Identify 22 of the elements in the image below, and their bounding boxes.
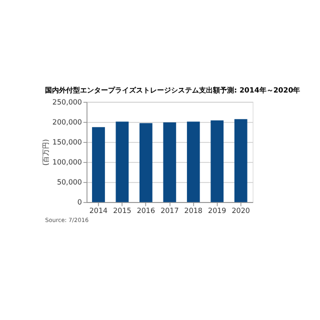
chart-title: 国内外付型エンタープライズストレージシステム支出額予測: 2014年～2020年: [45, 86, 300, 95]
y-tick-label: 100,000: [52, 158, 82, 167]
x-tick-label: 2020: [232, 206, 250, 216]
y-tick-label: 250,000: [52, 97, 82, 106]
x-tick-label: 2019: [208, 206, 227, 216]
x-tick-label: 2014: [89, 206, 108, 216]
x-tick-label: 2016: [136, 206, 156, 216]
y-tick-label: 50,000: [56, 178, 82, 187]
y-axis-title: (百万円): [41, 138, 50, 166]
bar: [92, 127, 105, 202]
x-tick-label: 2018: [184, 206, 203, 216]
bar: [186, 122, 200, 202]
bar: [234, 119, 248, 202]
bar: [139, 123, 152, 202]
y-tick-label: 0: [77, 198, 82, 207]
y-tick-label: 150,000: [52, 138, 82, 147]
bar: [163, 122, 176, 202]
bar: [210, 120, 224, 202]
bar: [116, 122, 129, 202]
x-tick-label: 2017: [160, 206, 179, 216]
y-tick-label: 200,000: [52, 117, 82, 126]
x-tick-label: 2015: [113, 206, 132, 216]
